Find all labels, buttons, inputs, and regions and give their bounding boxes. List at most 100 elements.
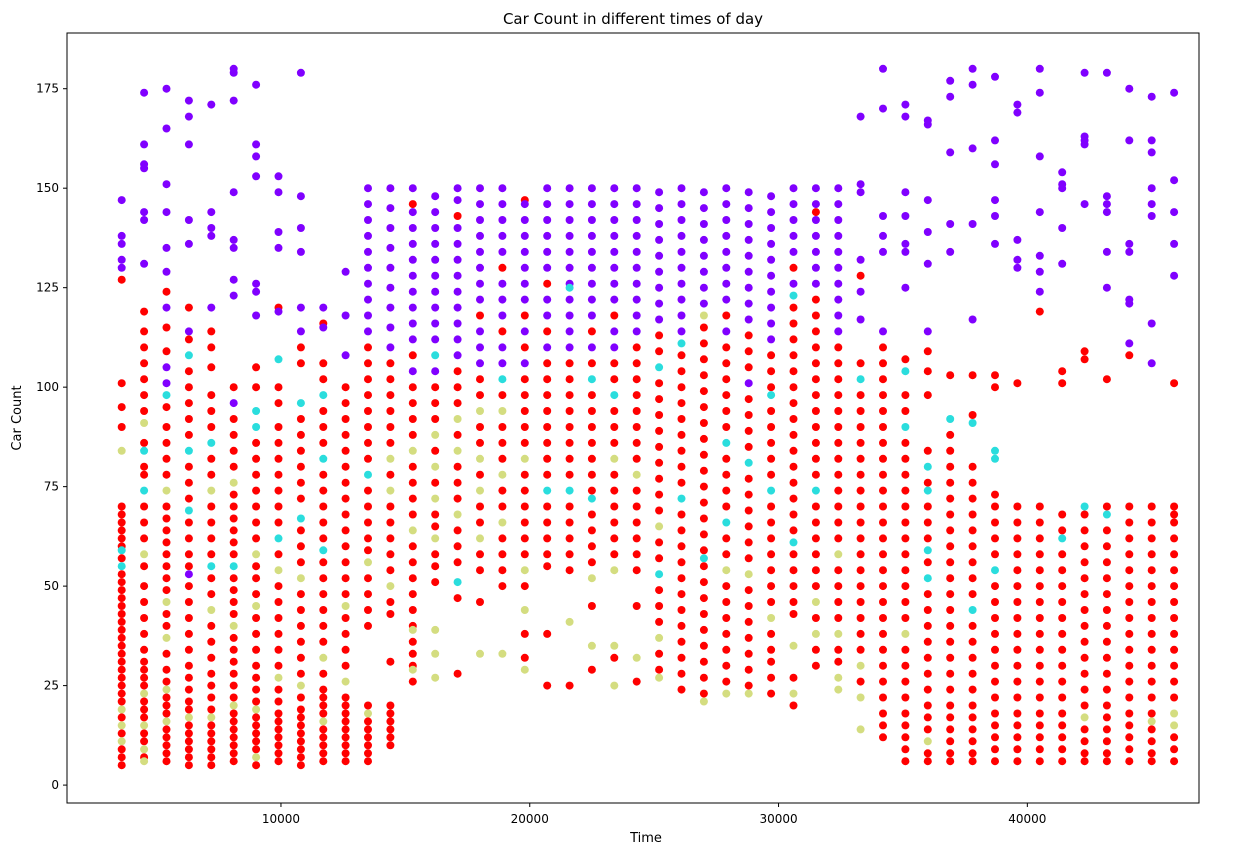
scatter-point xyxy=(364,574,372,583)
scatter-point xyxy=(498,454,507,463)
scatter-point xyxy=(364,279,372,288)
scatter-point xyxy=(386,566,395,575)
scatter-point xyxy=(184,462,193,471)
scatter-point xyxy=(252,753,261,762)
scatter-point xyxy=(699,498,708,507)
scatter-point xyxy=(655,267,664,276)
scatter-point xyxy=(946,526,955,535)
scatter-point xyxy=(543,279,552,288)
scatter-point xyxy=(207,208,216,217)
scatter-point xyxy=(386,534,395,543)
scatter-point xyxy=(140,462,149,471)
scatter-point xyxy=(408,637,417,646)
scatter-point xyxy=(543,359,552,368)
scatter-point xyxy=(744,474,753,483)
scatter-point xyxy=(408,542,417,551)
scatter-point xyxy=(968,757,977,766)
scatter-point xyxy=(834,470,843,479)
scatter-point xyxy=(229,574,238,583)
scatter-point xyxy=(184,478,193,487)
scatter-point xyxy=(789,550,798,559)
scatter-point xyxy=(655,490,664,499)
scatter-point xyxy=(319,590,328,599)
scatter-point xyxy=(252,423,261,431)
scatter-point xyxy=(834,550,843,559)
scatter-point xyxy=(722,216,731,224)
scatter-point xyxy=(431,335,440,344)
scatter-point xyxy=(386,303,395,312)
scatter-point xyxy=(140,502,149,511)
scatter-point xyxy=(1058,566,1067,575)
scatter-point xyxy=(1125,745,1134,754)
scatter-point xyxy=(722,423,731,431)
scatter-point xyxy=(1147,693,1156,702)
scatter-point xyxy=(1058,259,1067,268)
scatter-point xyxy=(610,534,619,543)
scatter-point xyxy=(789,367,798,376)
scatter-point xyxy=(364,407,372,415)
scatter-point xyxy=(252,502,261,511)
scatter-point xyxy=(274,502,283,511)
scatter-point xyxy=(1035,64,1044,73)
scatter-point xyxy=(744,251,753,260)
scatter-point xyxy=(274,582,283,591)
scatter-point xyxy=(296,681,305,690)
scatter-point xyxy=(162,403,171,412)
scatter-point xyxy=(655,411,664,419)
scatter-point xyxy=(431,367,440,376)
scatter-point xyxy=(296,637,305,646)
scatter-point xyxy=(207,590,216,599)
scatter-point xyxy=(1058,709,1067,718)
scatter-point xyxy=(632,677,641,686)
x-tick-label: 20000 xyxy=(511,812,549,826)
y-tick-label: 175 xyxy=(36,82,59,96)
scatter-point xyxy=(498,486,507,495)
scatter-point xyxy=(587,526,596,535)
scatter-point xyxy=(252,140,261,149)
scatter-point xyxy=(901,367,910,376)
scatter-point xyxy=(341,602,350,610)
scatter-point xyxy=(207,486,216,495)
scatter-point xyxy=(319,546,328,555)
scatter-point xyxy=(1058,582,1067,591)
scatter-point xyxy=(834,231,843,240)
scatter-point xyxy=(319,637,328,646)
scatter-point xyxy=(162,550,171,559)
scatter-point xyxy=(498,375,507,384)
scatter-point xyxy=(386,343,395,352)
scatter-point xyxy=(364,327,372,336)
scatter-point xyxy=(1147,136,1156,145)
scatter-point xyxy=(408,526,417,535)
scatter-point xyxy=(252,287,261,296)
scatter-point xyxy=(991,490,999,499)
scatter-point xyxy=(565,617,574,626)
scatter-point xyxy=(655,363,664,372)
scatter-point xyxy=(744,570,753,579)
scatter-point xyxy=(229,669,238,678)
scatter-point xyxy=(184,745,193,754)
scatter-point xyxy=(453,224,462,232)
scatter-point xyxy=(968,80,977,89)
scatter-point xyxy=(811,359,820,368)
scatter-point xyxy=(587,423,596,431)
scatter-point xyxy=(1170,709,1179,718)
scatter-point xyxy=(565,359,574,368)
scatter-point xyxy=(319,303,328,312)
scatter-point xyxy=(498,263,507,272)
scatter-point xyxy=(543,629,552,638)
scatter-point xyxy=(229,562,238,571)
scatter-point xyxy=(834,311,843,320)
scatter-point xyxy=(744,188,753,197)
scatter-point xyxy=(699,610,708,618)
scatter-point xyxy=(1170,566,1179,575)
scatter-point xyxy=(677,685,686,694)
scatter-point xyxy=(811,534,820,543)
scatter-point xyxy=(1170,510,1179,519)
scatter-point xyxy=(767,287,776,296)
scatter-point xyxy=(767,518,776,527)
scatter-point xyxy=(610,216,619,224)
scatter-point xyxy=(229,526,238,535)
scatter-point xyxy=(386,657,395,666)
scatter-point xyxy=(1170,534,1179,543)
scatter-point xyxy=(543,470,552,479)
